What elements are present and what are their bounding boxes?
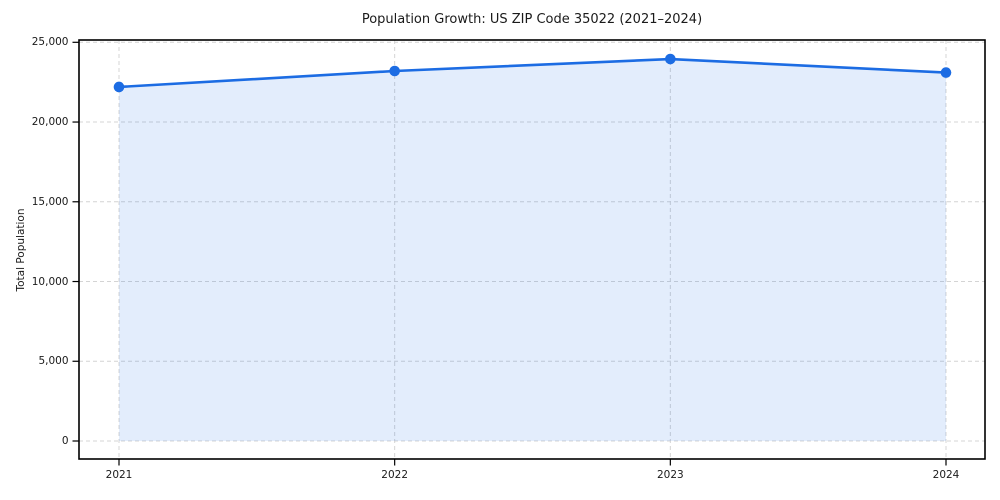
y-tick-label: 10,000 [31, 275, 69, 288]
data-line [117, 57, 948, 89]
y-tick-label: 15,000 [31, 195, 69, 208]
x-tick-label: 2022 [381, 469, 409, 481]
y-tick-label: 25,000 [31, 36, 69, 49]
data-point-marker [665, 53, 676, 65]
chart-title: Population Growth: US ZIP Code 35022 (20… [361, 12, 703, 27]
data-point-marker [113, 81, 125, 93]
x-tick-label: 2024 [932, 469, 960, 481]
y-tick-label: 0 [61, 435, 69, 447]
data-point-marker [940, 67, 952, 78]
area-fill [119, 59, 946, 441]
x-tick-label: 2023 [656, 469, 684, 481]
y-tick-label: 5,000 [38, 355, 69, 368]
axis-spines [78, 39, 986, 460]
x-tick-label: 2021 [105, 469, 133, 481]
y-tick-label: 20,000 [31, 116, 69, 129]
data-point-marker [389, 65, 400, 77]
